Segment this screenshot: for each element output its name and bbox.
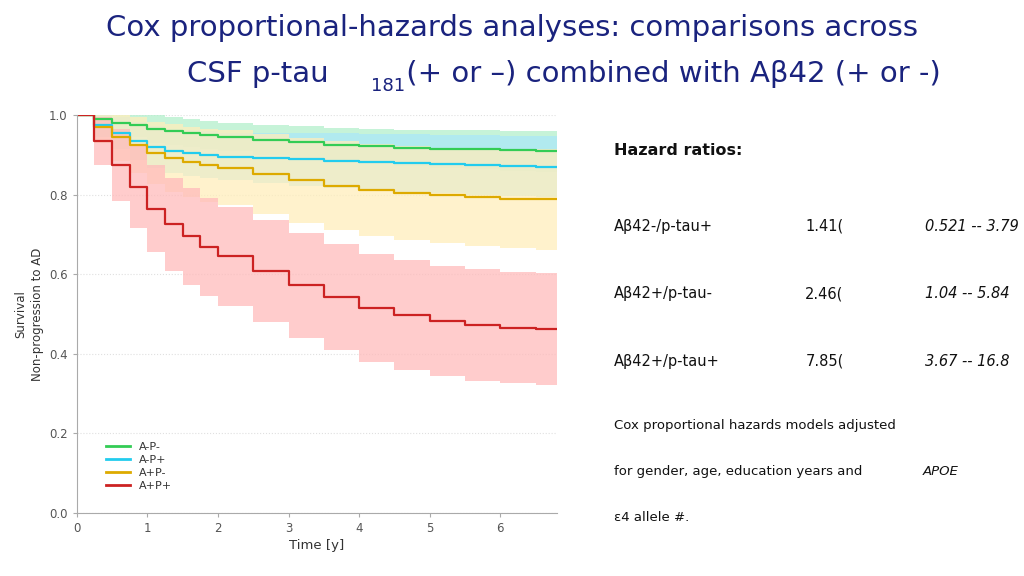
Text: CSF p-tau: CSF p-tau: [187, 60, 329, 89]
Text: Cox proportional-hazards analyses: comparisons across: Cox proportional-hazards analyses: compa…: [106, 14, 918, 43]
Text: 0.521 -- 3.79: 0.521 -- 3.79: [925, 218, 1019, 233]
Text: Hazard ratios:: Hazard ratios:: [614, 143, 742, 158]
Text: APOE: APOE: [923, 465, 958, 478]
Text: 181: 181: [371, 77, 404, 94]
Text: 1.04 -- 5.84: 1.04 -- 5.84: [925, 286, 1010, 301]
Y-axis label: Survival
Non-progression to AD: Survival Non-progression to AD: [13, 247, 44, 381]
Text: Aβ42+/p-tau+: Aβ42+/p-tau+: [614, 354, 720, 369]
Text: 1.41(: 1.41(: [805, 218, 844, 233]
Text: Aβ42+/p-tau-: Aβ42+/p-tau-: [614, 286, 714, 301]
Text: for gender, age, education years and: for gender, age, education years and: [614, 465, 867, 478]
Text: Cox proportional hazards models adjusted: Cox proportional hazards models adjusted: [614, 419, 896, 432]
Text: 2.46(: 2.46(: [805, 286, 844, 301]
Legend: A-P-, A-P+, A+P-, A+P+: A-P-, A-P+, A+P-, A+P+: [101, 438, 177, 495]
Text: (+ or –) combined with Aβ42 (+ or -): (+ or –) combined with Aβ42 (+ or -): [397, 60, 941, 89]
X-axis label: Time [y]: Time [y]: [289, 539, 344, 552]
Text: Aβ42-/p-tau+: Aβ42-/p-tau+: [614, 218, 714, 233]
Text: ε4 allele #.: ε4 allele #.: [614, 511, 689, 524]
Text: 3.67 -- 16.8: 3.67 -- 16.8: [925, 354, 1010, 369]
Text: 7.85(: 7.85(: [805, 354, 844, 369]
